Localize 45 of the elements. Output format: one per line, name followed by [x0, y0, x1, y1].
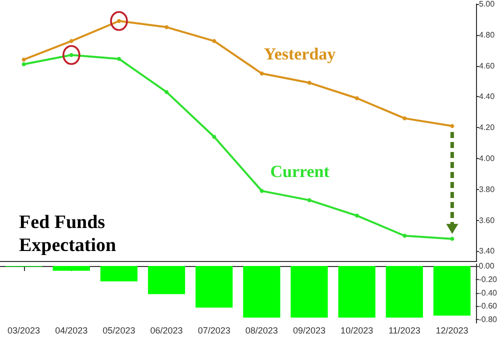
- point: [164, 90, 169, 94]
- point: [307, 80, 312, 85]
- point: [402, 234, 407, 238]
- x-tick-label: 03/2023: [8, 326, 40, 336]
- point: [355, 96, 359, 100]
- point: [307, 198, 312, 202]
- x-tick-label: 04/2023: [55, 326, 88, 336]
- point: [212, 39, 216, 44]
- x-tick-label: 12/2023: [436, 326, 468, 336]
- y-tick-label: 4.00: [479, 154, 496, 163]
- point: [212, 134, 216, 139]
- series-label: Current: [270, 162, 330, 181]
- x-tick-label: 05/2023: [102, 326, 136, 336]
- y-tick-label: 3.80: [479, 184, 496, 194]
- x-tick-label: 09/2023: [292, 326, 326, 336]
- point: [22, 58, 26, 62]
- point: [164, 25, 169, 30]
- y-tick-label: -0.40: [478, 288, 498, 298]
- x-tick-label: 06/2023: [150, 326, 183, 336]
- point: [260, 188, 264, 193]
- y-tick-label: 4.80: [479, 30, 496, 40]
- point: [355, 214, 359, 218]
- y-tick-label: -0.20: [478, 274, 498, 284]
- x-tick-label: 07/2023: [198, 326, 230, 336]
- point: [117, 56, 121, 61]
- y-tick-label: 3.40: [479, 246, 496, 256]
- y-tick-label: 5.00: [479, 0, 496, 8]
- y-tick-label: 0.00: [478, 262, 495, 271]
- point: [22, 62, 26, 66]
- point: [402, 116, 407, 120]
- y-tick-label: -0.80: [478, 315, 498, 324]
- y-tick-label: 4.20: [479, 123, 496, 132]
- y-tick-label: 4.40: [479, 92, 496, 102]
- y-tick-label: 3.60: [479, 216, 496, 225]
- series-label: Yesterday: [264, 44, 336, 64]
- point: [260, 72, 264, 76]
- x-tick-label: 10/2023: [340, 326, 374, 336]
- y-tick-label: -0.60: [478, 302, 498, 311]
- y-tick-label: 4.60: [479, 61, 496, 70]
- point: [450, 124, 454, 128]
- x-tick-label: 11/2023: [388, 326, 420, 336]
- point: [450, 236, 454, 241]
- text: Fed Funds Expectation: [19, 212, 117, 256]
- x-tick-label: 08/2023: [245, 326, 278, 336]
- point: [69, 39, 74, 44]
